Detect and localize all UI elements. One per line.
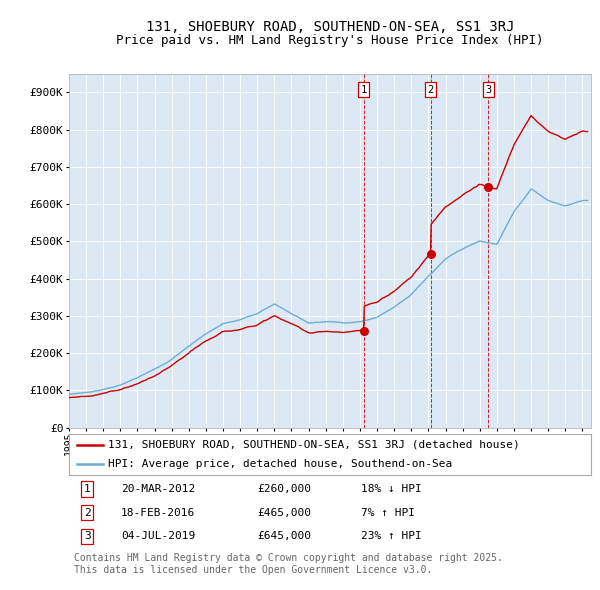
Text: 7% ↑ HPI: 7% ↑ HPI bbox=[361, 508, 415, 517]
Text: 18% ↓ HPI: 18% ↓ HPI bbox=[361, 484, 422, 494]
Text: 1: 1 bbox=[361, 85, 367, 94]
Text: 2: 2 bbox=[84, 508, 91, 517]
Text: 3: 3 bbox=[84, 532, 91, 542]
Text: Price paid vs. HM Land Registry's House Price Index (HPI): Price paid vs. HM Land Registry's House … bbox=[116, 34, 544, 47]
Text: Contains HM Land Registry data © Crown copyright and database right 2025.
This d: Contains HM Land Registry data © Crown c… bbox=[74, 553, 503, 575]
Text: £465,000: £465,000 bbox=[257, 508, 311, 517]
Text: £260,000: £260,000 bbox=[257, 484, 311, 494]
Text: 3: 3 bbox=[485, 85, 491, 94]
Text: 131, SHOEBURY ROAD, SOUTHEND-ON-SEA, SS1 3RJ (detached house): 131, SHOEBURY ROAD, SOUTHEND-ON-SEA, SS1… bbox=[108, 440, 520, 450]
Text: £645,000: £645,000 bbox=[257, 532, 311, 542]
Text: 2: 2 bbox=[428, 85, 434, 94]
Text: 04-JUL-2019: 04-JUL-2019 bbox=[121, 532, 196, 542]
Text: HPI: Average price, detached house, Southend-on-Sea: HPI: Average price, detached house, Sout… bbox=[108, 459, 452, 469]
Text: 20-MAR-2012: 20-MAR-2012 bbox=[121, 484, 196, 494]
Text: 23% ↑ HPI: 23% ↑ HPI bbox=[361, 532, 422, 542]
Text: 1: 1 bbox=[84, 484, 91, 494]
Text: 131, SHOEBURY ROAD, SOUTHEND-ON-SEA, SS1 3RJ: 131, SHOEBURY ROAD, SOUTHEND-ON-SEA, SS1… bbox=[146, 19, 514, 34]
Text: 18-FEB-2016: 18-FEB-2016 bbox=[121, 508, 196, 517]
